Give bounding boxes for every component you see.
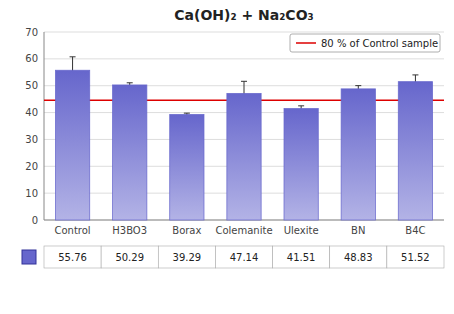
y-tick-label: 50 [25,80,38,91]
table-cell [387,246,444,268]
error-bar-cap [355,85,361,86]
x-tick-label: Colemanite [215,225,272,236]
table-value: 39.29 [173,252,202,263]
x-tick-label: H3BO3 [112,225,147,236]
title: Ca(OH)₂ + Na₂CO₃ [174,7,313,23]
y-tick-label: 10 [25,188,38,199]
bar [113,85,147,220]
table-cell [44,246,101,268]
error-bar-cap [70,56,76,57]
bar [398,82,432,220]
legend: 80 % of Control sample [290,34,440,52]
legend-box [290,34,440,52]
error-bar-cap [412,74,418,75]
x-tick-label: BN [351,225,365,236]
x-tick-label: Borax [172,225,201,236]
x-tick-label: Ulexite [284,225,319,236]
table-cell [273,246,330,268]
table-cell [101,246,158,268]
y-tick-label: 30 [25,134,38,145]
table-cell [215,246,272,268]
error-bar-cap [184,113,190,114]
bar [55,70,89,220]
error-bar-cap [241,81,247,82]
table: 55.76 50.29 39.29 47.14 41.51 48.83 51.52 [22,246,444,268]
grid-line [44,32,444,33]
error-bar-cap [298,105,304,106]
table-value: 55.76 [58,252,87,263]
y-tick-label: 0 [32,215,38,226]
bar [284,109,318,220]
table-value: 47.14 [230,252,259,263]
y-axis [44,32,45,220]
y-tick-label: 60 [25,53,38,64]
table-value: 48.83 [344,252,373,263]
x-tick-label: B4C [405,225,425,236]
legend-label: 80 % of Control sample [321,38,438,49]
table-value: 50.29 [115,252,144,263]
y-tick-label: 70 [25,27,38,38]
table-cell [158,246,215,268]
y-tick-label: 20 [25,161,38,172]
bar [341,89,375,220]
table-value: 51.52 [401,252,430,263]
chart: Ca(OH)₂ + Na₂CO₃ 0 10 20 30 40 50 60 70 Control H3… [0,0,454,314]
legend-swatch [296,42,316,44]
bar [170,114,204,220]
x-tick-label: Control [54,225,90,236]
table-cell [330,246,387,268]
table-icon [22,250,36,264]
y-tick-label: 40 [25,107,38,118]
table-value: 41.51 [287,252,316,263]
error-bar-cap [127,82,133,83]
bar [227,93,261,220]
grid-line [44,58,444,59]
